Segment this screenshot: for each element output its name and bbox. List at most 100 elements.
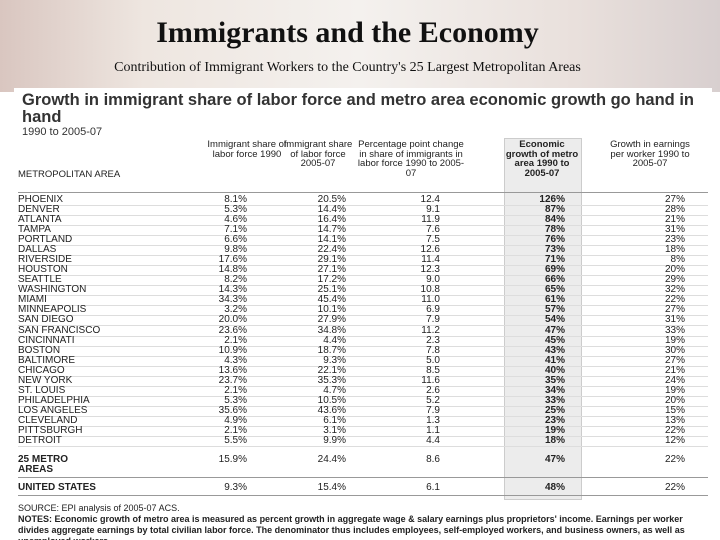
cell: 11.0 [421, 294, 440, 306]
row-rule [18, 265, 708, 267]
cell: 43.6% [317, 404, 346, 416]
cell: 126% [539, 194, 565, 205]
row-label: DENVER [18, 204, 60, 216]
cell: 6.6% [224, 234, 247, 246]
cell: 8.6 [426, 454, 440, 465]
row-rule [18, 295, 708, 297]
row-rule [18, 375, 708, 377]
cell: 41% [544, 354, 565, 366]
cell: 27% [664, 304, 685, 316]
row-rule [18, 345, 708, 347]
cell: 20% [664, 394, 685, 406]
cell: 14.1% [317, 234, 346, 246]
cell: 19% [664, 334, 685, 346]
row-label: PITTSBURGH [18, 424, 83, 436]
row-label: BOSTON [18, 344, 61, 356]
cell: 48% [544, 482, 565, 493]
cell: 4.6% [224, 214, 247, 226]
cell: 3.1% [323, 424, 346, 436]
row-label: BALTIMORE [18, 354, 76, 366]
cell: 9.1 [426, 204, 440, 216]
cell: 24% [664, 374, 685, 386]
cell: 12.6 [420, 244, 440, 256]
cell: 7.6 [426, 224, 440, 236]
cell: 5.5% [224, 434, 247, 446]
cell: 2.1% [224, 424, 247, 436]
row-rule [18, 305, 708, 307]
row-label: DALLAS [18, 244, 57, 256]
cell: 27% [664, 194, 685, 205]
cell: 6.1% [323, 414, 346, 426]
cell: 18% [544, 434, 565, 446]
cell: 14.4% [317, 204, 346, 216]
cell: 10.5% [317, 394, 346, 406]
cell: 3.2% [224, 304, 247, 316]
cell: 18.7% [317, 344, 346, 356]
cell: 47% [544, 324, 565, 336]
cell: 1.3 [426, 414, 440, 426]
cell: 45.4% [317, 294, 346, 306]
cell: 20.0% [218, 314, 247, 326]
row-label: DETROIT [18, 434, 62, 446]
row-rule [18, 235, 708, 237]
cell: 28% [664, 204, 685, 216]
cell: 22% [664, 482, 685, 493]
cell: 14.8% [218, 264, 247, 276]
cell: 9.8% [224, 244, 247, 256]
row-rule [18, 315, 708, 317]
row-rule [18, 225, 708, 227]
cell: 8.1% [224, 194, 247, 205]
row-rule [18, 445, 708, 447]
cell: 13% [664, 414, 685, 426]
cell: 17.6% [218, 254, 247, 266]
cell: 5.2 [426, 394, 440, 406]
cell: 22% [664, 294, 685, 306]
cell: 7.9 [426, 404, 440, 416]
notes: NOTES: Economic growth of metro area is … [18, 514, 685, 540]
figure-title: Growth in immigrant share of labor force… [22, 91, 695, 126]
cell: 34% [544, 384, 565, 396]
cell: 57% [544, 304, 565, 316]
row-label: ATLANTA [18, 214, 62, 226]
cell: 69% [544, 264, 565, 276]
cell: 24.4% [317, 454, 346, 465]
column-header: Percentage point change in share of immi… [357, 139, 465, 179]
cell: 9.3% [224, 482, 247, 493]
cell: 35.3% [317, 374, 346, 386]
cell: 30% [664, 344, 685, 356]
row-label: PHOENIX [18, 194, 64, 205]
cell: 21% [664, 364, 685, 376]
cell: 40% [544, 364, 565, 376]
row-label: TAMPA [18, 224, 51, 236]
cell: 22.1% [317, 364, 346, 376]
figure: Growth in immigrant share of labor force… [14, 88, 712, 540]
row-rule [18, 395, 708, 397]
cell: 66% [544, 274, 565, 286]
row-rule [18, 325, 708, 327]
cell: 25% [544, 404, 565, 416]
column-header: METROPOLITAN AREA [18, 169, 121, 180]
row-rule [18, 245, 708, 247]
cell: 23.7% [218, 374, 247, 386]
cell: 33% [664, 324, 685, 336]
column-header: Immigrant share of labor force 2005-07 [283, 139, 353, 169]
row-rule [18, 215, 708, 217]
cell: 20.5% [317, 194, 346, 205]
cell: 11.2 [421, 324, 440, 336]
cell: 27.9% [317, 314, 346, 326]
cell: 4.4 [426, 434, 440, 446]
banner [0, 0, 720, 92]
cell: 45% [544, 334, 565, 346]
slide-title: Immigrants and the Economy [156, 16, 539, 49]
row-label: WASHINGTON [18, 284, 87, 296]
cell: 22.4% [317, 244, 346, 256]
cell: 19% [544, 424, 565, 436]
cell: 87% [544, 204, 565, 216]
cell: 23% [544, 414, 565, 426]
row-label: PHILADELPHIA [18, 394, 90, 406]
row-label: 25 METRO AREAS [18, 454, 69, 475]
highlight-column [504, 138, 582, 500]
column-header: Immigrant share of labor force 1990 [207, 139, 287, 160]
cell: 76% [544, 234, 565, 246]
cell: 7.5 [426, 234, 440, 246]
